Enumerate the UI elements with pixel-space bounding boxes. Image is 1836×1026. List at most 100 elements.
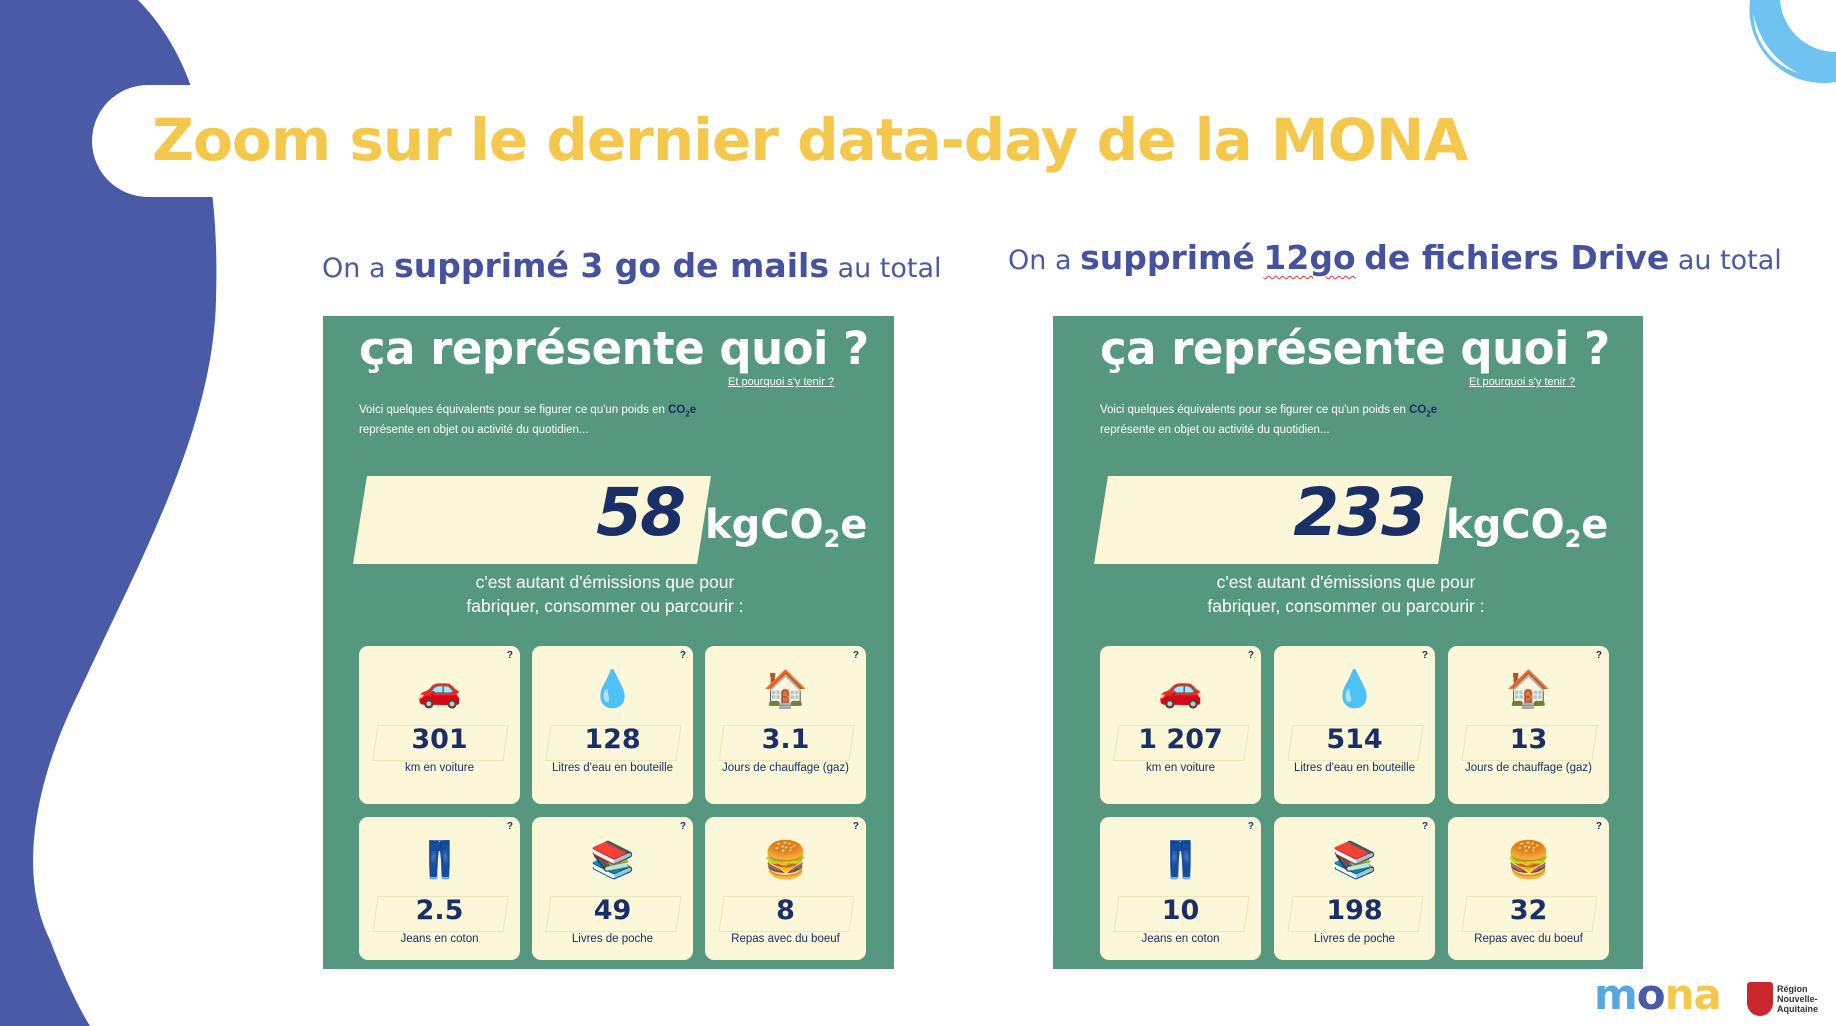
tile-books[interactable]: ? 📚 49 Livres de poche xyxy=(532,817,693,960)
unit-main: kgCO xyxy=(705,502,824,548)
tile-water[interactable]: ? 💧 128 Litres d'eau en bouteille xyxy=(532,646,693,804)
tile-label: km en voiture xyxy=(1145,762,1216,774)
tile-label: Jours de chauffage (gaz) xyxy=(721,762,849,774)
help-icon[interactable]: ? xyxy=(1595,821,1602,832)
tile-jeans[interactable]: ? 👖 2.5 Jeans en coton xyxy=(359,817,520,960)
card-heading: ça représente quoi ? xyxy=(359,322,869,375)
jeans-icon: 👖 xyxy=(1158,839,1203,880)
house-icon: 🏠 xyxy=(763,668,808,709)
intro-co2-sub: 2 xyxy=(1426,409,1431,419)
equivalents-card-mails: ça représente quoi ? Et pourquoi s'y ten… xyxy=(323,316,894,969)
help-icon[interactable]: ? xyxy=(852,650,859,661)
why-link[interactable]: Et pourquoi s'y tenir ? xyxy=(1469,376,1576,388)
help-icon[interactable]: ? xyxy=(1421,650,1428,661)
help-icon[interactable]: ? xyxy=(679,821,686,832)
logo-part-3: na xyxy=(1664,970,1722,1019)
intro-co2-main: CO xyxy=(1409,404,1427,416)
subtitle-mails-post: au total xyxy=(837,253,942,284)
intro-co2: CO2e xyxy=(668,404,696,419)
subtitle-drive-bold-2: de fichiers Drive xyxy=(1364,238,1670,277)
unit-e: e xyxy=(840,502,868,548)
card-intro: Voici quelques équivalents pour se figur… xyxy=(1100,402,1480,439)
intro-text-2: représente en objet ou activité du quoti… xyxy=(1100,424,1330,437)
tile-value: 198 xyxy=(1326,895,1383,926)
tile-value: 301 xyxy=(411,724,468,755)
tile-heating[interactable]: ? 🏠 3.1 Jours de chauffage (gaz) xyxy=(705,646,866,804)
subtitle-mails-pre: On a xyxy=(322,253,386,284)
tile-heating[interactable]: ? 🏠 13 Jours de chauffage (gaz) xyxy=(1448,646,1609,804)
intro-co2-sub: 2 xyxy=(685,409,690,419)
tile-value: 1 207 xyxy=(1138,724,1223,755)
co2-amount: 233 xyxy=(1293,474,1427,551)
help-icon[interactable]: ? xyxy=(1595,650,1602,661)
equivalents-card-drive: ça représente quoi ? Et pourquoi s'y ten… xyxy=(1053,316,1643,969)
unit-sub: 2 xyxy=(1564,525,1582,553)
tile-jeans[interactable]: ? 👖 10 Jeans en coton xyxy=(1100,817,1261,960)
tile-value: 3.1 xyxy=(761,724,810,755)
tile-label: km en voiture xyxy=(404,762,475,774)
books-icon: 📚 xyxy=(590,839,635,880)
intro-co2-main: CO xyxy=(668,404,686,416)
co2-amount: 58 xyxy=(596,474,686,551)
tile-value: 8 xyxy=(776,895,795,926)
why-link[interactable]: Et pourquoi s'y tenir ? xyxy=(728,376,835,388)
card-intro: Voici quelques équivalents pour se figur… xyxy=(359,402,739,439)
tile-car[interactable]: ? 🚗 301 km en voiture xyxy=(359,646,520,804)
logo-part-1: m xyxy=(1594,970,1638,1019)
help-icon[interactable]: ? xyxy=(1421,821,1428,832)
help-icon[interactable]: ? xyxy=(679,650,686,661)
car-icon: 🚗 xyxy=(1158,668,1203,709)
water-drop-icon: 💧 xyxy=(590,668,635,709)
help-icon[interactable]: ? xyxy=(1247,650,1254,661)
subtitle-mails-bold: supprimé 3 go de mails xyxy=(394,246,829,285)
help-icon[interactable]: ? xyxy=(506,650,513,661)
subtitle-mails: On a supprimé 3 go de mails au total xyxy=(322,246,942,285)
house-icon: 🏠 xyxy=(1506,668,1551,709)
subtitle-drive-pre: On a xyxy=(1008,245,1072,276)
tile-label: Repas avec du boeuf xyxy=(731,933,840,945)
intro-text-1: Voici quelques équivalents pour se figur… xyxy=(359,404,665,416)
intro-co2: CO2e xyxy=(1409,404,1438,419)
tile-label: Repas avec du boeuf xyxy=(1474,933,1583,945)
tile-label: Litres d'eau en bouteille xyxy=(1293,762,1416,774)
burger-icon: 🍔 xyxy=(1506,839,1551,880)
tile-water[interactable]: ? 💧 514 Litres d'eau en bouteille xyxy=(1274,646,1435,804)
tile-label: Livres de poche xyxy=(1313,933,1396,945)
subtitle-drive-amount: 12go xyxy=(1263,238,1356,277)
explain-line-2: fabriquer, consommer ou parcourir : xyxy=(466,596,744,616)
tile-label: Litres d'eau en bouteille xyxy=(551,762,674,774)
page-title: Zoom sur le dernier data-day de la MONA xyxy=(152,106,1468,174)
explain-line-1: c'est autant d'émissions que pour xyxy=(1216,572,1476,592)
help-icon[interactable]: ? xyxy=(1247,821,1254,832)
title-pill xyxy=(92,85,1392,197)
tile-value: 514 xyxy=(1326,724,1383,755)
tile-label: Livres de poche xyxy=(571,933,654,945)
subtitle-drive-post: au total xyxy=(1677,245,1782,276)
tile-label: Jeans en coton xyxy=(400,933,479,945)
tile-books[interactable]: ? 📚 198 Livres de poche xyxy=(1274,817,1435,960)
co2-unit: kgCO2e xyxy=(1446,502,1608,553)
help-icon[interactable]: ? xyxy=(506,821,513,832)
tile-burger[interactable]: ? 🍔 8 Repas avec du boeuf xyxy=(705,817,866,960)
unit-main: kgCO xyxy=(1446,502,1565,548)
tile-value: 13 xyxy=(1509,724,1548,755)
co2-unit: kgCO2e xyxy=(705,502,867,553)
tile-burger[interactable]: ? 🍔 32 Repas avec du boeuf xyxy=(1448,817,1609,960)
tile-car[interactable]: ? 🚗 1 207 km en voiture xyxy=(1100,646,1261,804)
tile-value: 2.5 xyxy=(415,895,464,926)
tile-value: 32 xyxy=(1509,895,1548,926)
blue-wave-shape xyxy=(0,0,217,1026)
tile-label: Jours de chauffage (gaz) xyxy=(1464,762,1592,774)
help-icon[interactable]: ? xyxy=(852,821,859,832)
burger-icon: 🍔 xyxy=(763,839,808,880)
unit-sub: 2 xyxy=(823,525,841,553)
subtitle-drive-bold-1: supprimé xyxy=(1080,238,1255,277)
intro-co2-e: e xyxy=(1430,404,1438,416)
tile-label: Jeans en coton xyxy=(1141,933,1220,945)
explain-text: c'est autant d'émissions que pour fabriqu… xyxy=(1111,570,1581,618)
tile-value: 10 xyxy=(1161,895,1200,926)
water-drop-icon: 💧 xyxy=(1332,668,1377,709)
tile-value: 128 xyxy=(584,724,641,755)
mona-logo: mona xyxy=(1594,970,1722,1020)
